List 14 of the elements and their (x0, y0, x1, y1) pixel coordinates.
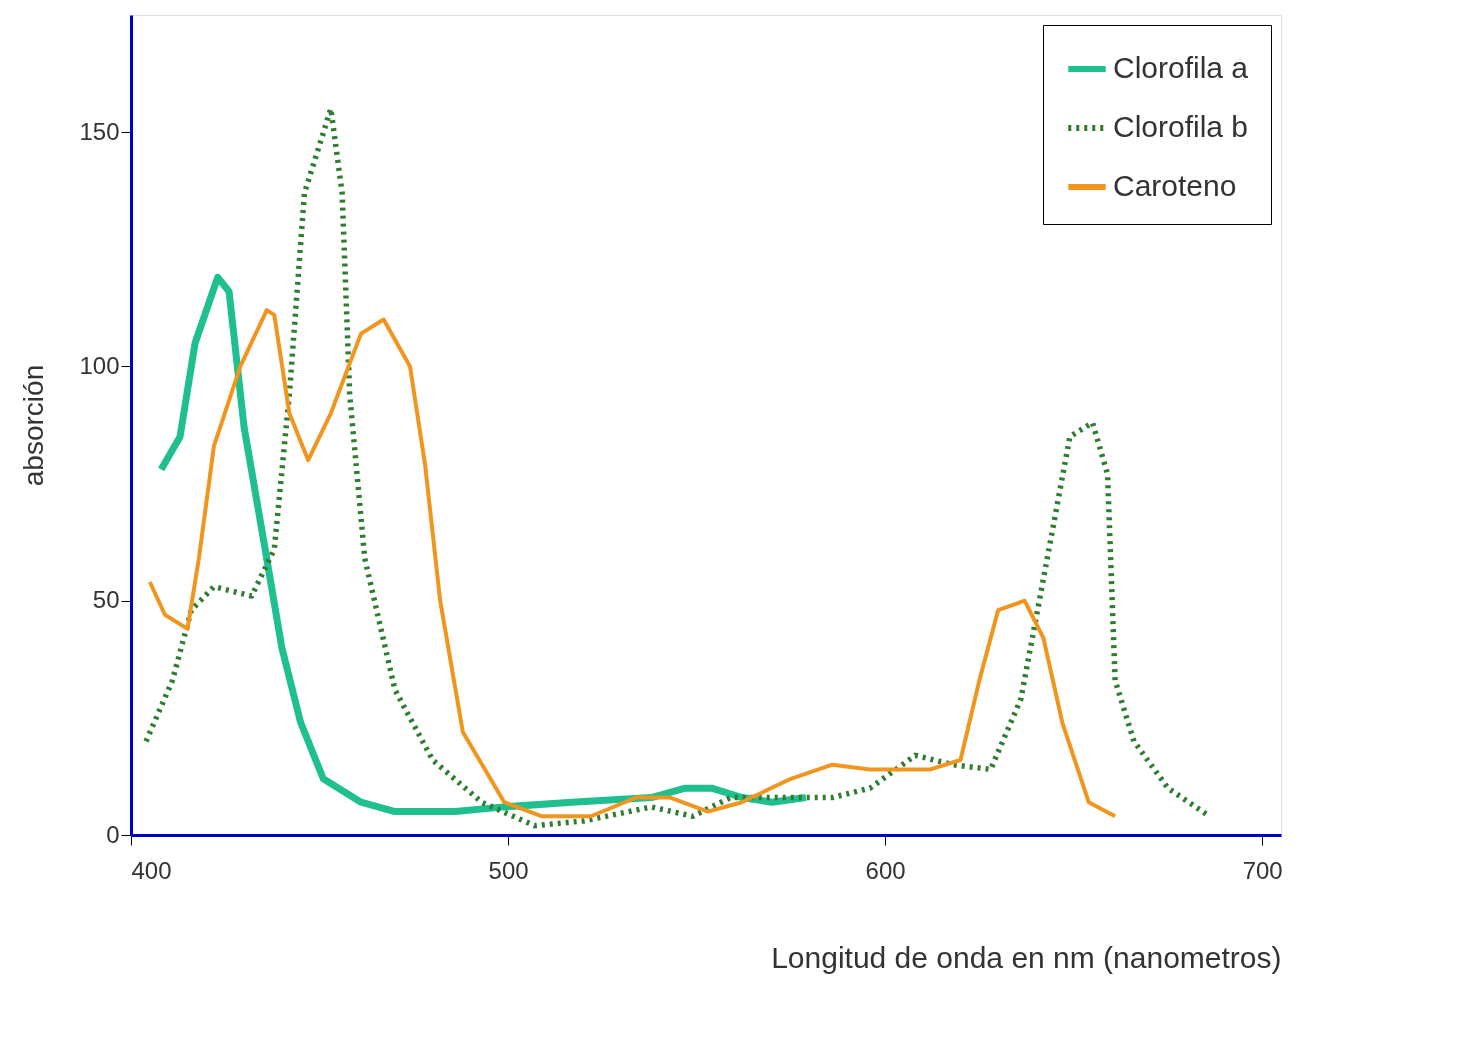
x-tick-label: 700 (1242, 856, 1283, 884)
y-tick-label: 150 (79, 117, 120, 145)
y-tick-label: 50 (92, 586, 120, 614)
legend-label: Caroteno (1113, 169, 1237, 202)
x-tick-label: 400 (131, 856, 172, 884)
line-series (147, 308, 1118, 819)
x-axis-title: Longitud de onda en nm (nanometros) (771, 940, 1282, 974)
legend-label: Clorofila a (1113, 51, 1249, 84)
y-tick-label: 100 (79, 351, 120, 379)
x-tick-label: 600 (865, 856, 906, 884)
y-tick-label: 0 (106, 820, 120, 848)
legend-label: Clorofila b (1113, 110, 1249, 143)
y-axis-title: absorción (18, 364, 50, 487)
x-tick-label: 500 (488, 856, 529, 884)
